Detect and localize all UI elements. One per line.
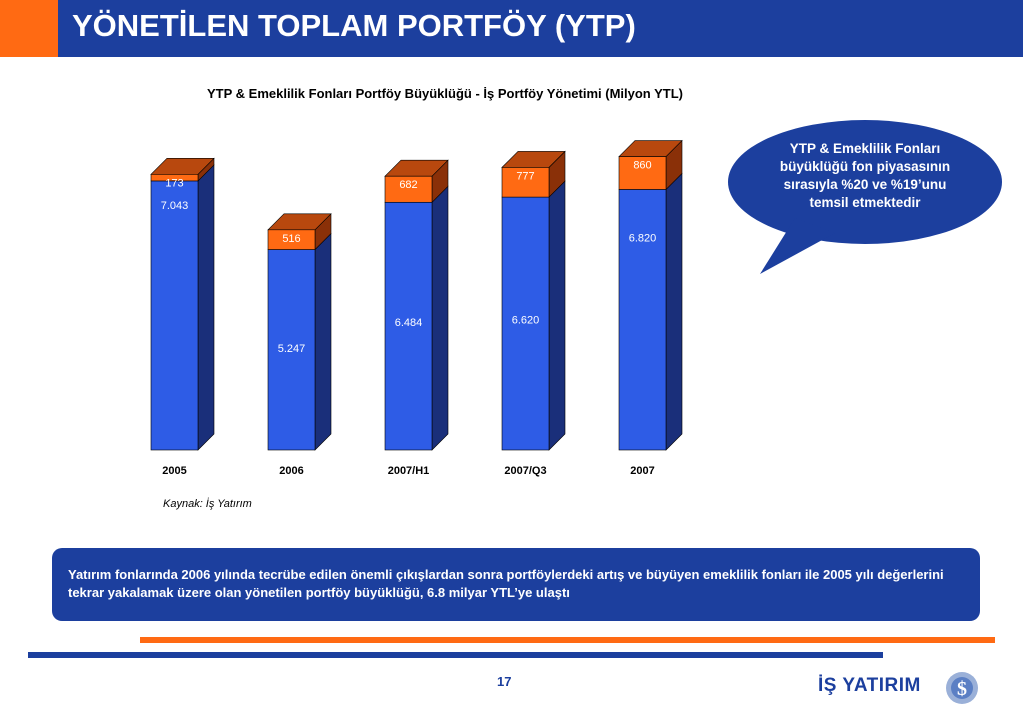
data-label-blue: 7.043 — [161, 200, 189, 212]
bar-side-blue — [314, 232, 332, 451]
is-yatirim-logo-icon: $ — [946, 672, 978, 704]
logo-text: İŞ YATIRIM — [818, 675, 921, 696]
bar-segment-blue — [384, 201, 433, 451]
data-label-orange: 777 — [516, 170, 534, 182]
data-label-blue: 6.484 — [395, 317, 423, 329]
bar-side-blue — [665, 172, 683, 451]
svg-text:$: $ — [957, 678, 967, 700]
source-note: Kaynak: İş Yatırım — [163, 498, 252, 510]
bar-segment-blue — [618, 189, 667, 451]
callout-bubble — [728, 120, 1002, 274]
data-label-blue: 6.820 — [629, 232, 657, 244]
bar-segment-orange — [384, 175, 433, 203]
footer-line-blue — [28, 652, 883, 658]
footer-line-orange — [140, 637, 995, 643]
callout-text: YTP & Emeklilik Fonları büyüklüğü fon pi… — [779, 141, 951, 210]
bar-side-blue — [548, 180, 566, 451]
chart-title: YTP & Emeklilik Fonları Portföy Büyüklüğ… — [206, 86, 683, 101]
page-title: YÖNETİLEN TOPLAM PORTFÖY (YTP) — [72, 8, 636, 43]
header-accent — [0, 0, 58, 57]
data-label-blue: 5.247 — [278, 343, 306, 355]
data-label-orange: 682 — [399, 179, 417, 191]
header-bar — [0, 0, 1023, 57]
data-label-orange: 860 — [633, 160, 651, 172]
bar-side-blue — [431, 185, 449, 451]
summary-box — [52, 548, 980, 621]
data-label-blue: 6.620 — [512, 315, 540, 327]
x-tick-label: 2005 — [162, 465, 186, 477]
bar-segment-blue — [501, 196, 550, 451]
x-tick-label: 2007/Q3 — [504, 465, 546, 477]
bar-segment-blue — [267, 249, 316, 451]
bar-segment-orange — [150, 174, 199, 182]
x-tick-label: 2007 — [630, 465, 654, 477]
bar-segment-orange — [267, 229, 316, 250]
data-label-orange: 516 — [282, 233, 300, 245]
x-tick-label: 2007/H1 — [388, 465, 430, 477]
data-label-orange: 173 — [165, 177, 183, 189]
bar-segment-orange — [618, 156, 667, 190]
page-number: 17 — [497, 674, 512, 689]
x-tick-label: 2006 — [279, 465, 303, 477]
bar-segment-blue — [150, 180, 199, 451]
bar-segment-orange — [501, 167, 550, 198]
summary-text: Yatırım fonlarında 2006 yılında tecrübe … — [68, 567, 944, 600]
bar-side-blue — [197, 164, 215, 451]
